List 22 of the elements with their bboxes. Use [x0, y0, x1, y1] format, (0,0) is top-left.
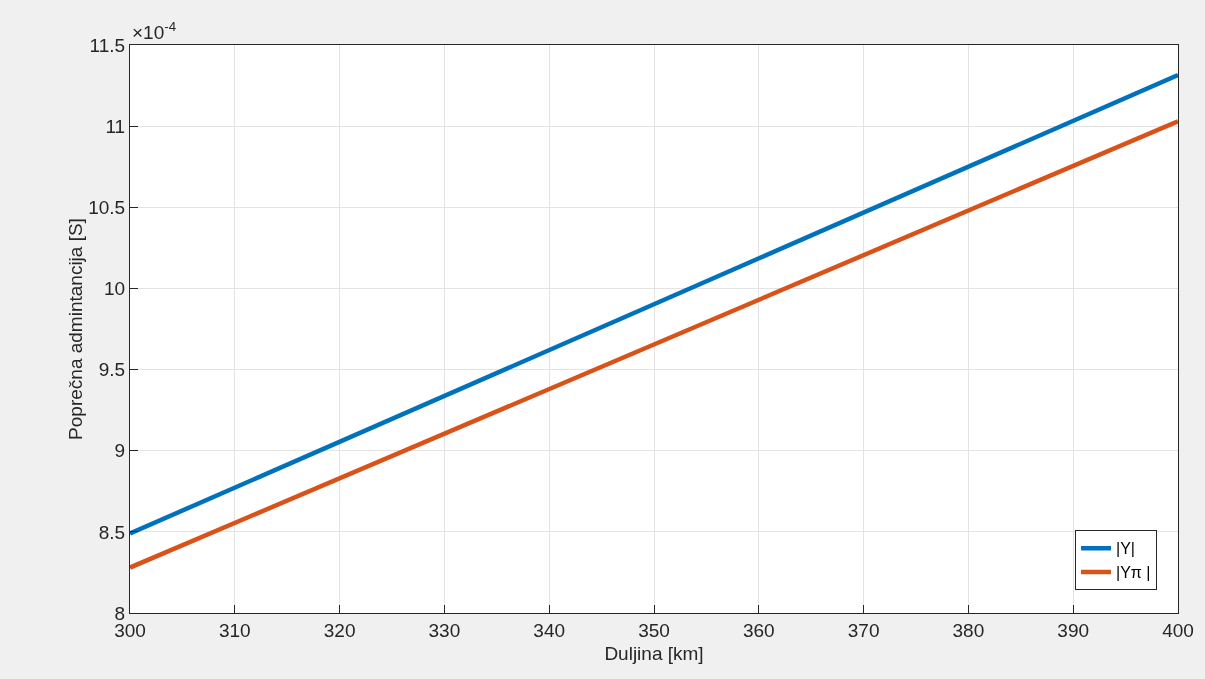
legend-label: |Y|: [1116, 540, 1136, 558]
x-tick-label: 380: [952, 619, 985, 641]
x-tick-label: 390: [1057, 619, 1090, 641]
y-axis-title: Poprečna admintancija [S]: [65, 218, 86, 440]
y-tick-label: 10.5: [88, 196, 126, 218]
x-tick-label: 370: [847, 619, 880, 641]
x-tick-label: 360: [742, 619, 775, 641]
x-tick-label: 310: [218, 619, 251, 641]
x-axis-title: Duljina [km]: [604, 642, 704, 664]
legend-label: |Yπ |: [1116, 564, 1151, 582]
x-tick-label: 400: [1162, 619, 1194, 641]
x-tick-label: 330: [428, 619, 461, 641]
y-tick-label: 9: [114, 440, 126, 462]
y-tick-label: 10: [104, 278, 126, 300]
y-tick-label: 9.5: [98, 359, 126, 381]
x-tick-label: 320: [323, 619, 356, 641]
x-tick-label: 340: [533, 619, 566, 641]
text: ×10$^{-4}$: [132, 19, 177, 43]
y-tick-label: 8.5: [98, 521, 126, 543]
y-tick-label: 11: [105, 115, 126, 137]
x-tick-label: 350: [638, 619, 670, 641]
y-tick-label: 11.5: [89, 34, 126, 56]
